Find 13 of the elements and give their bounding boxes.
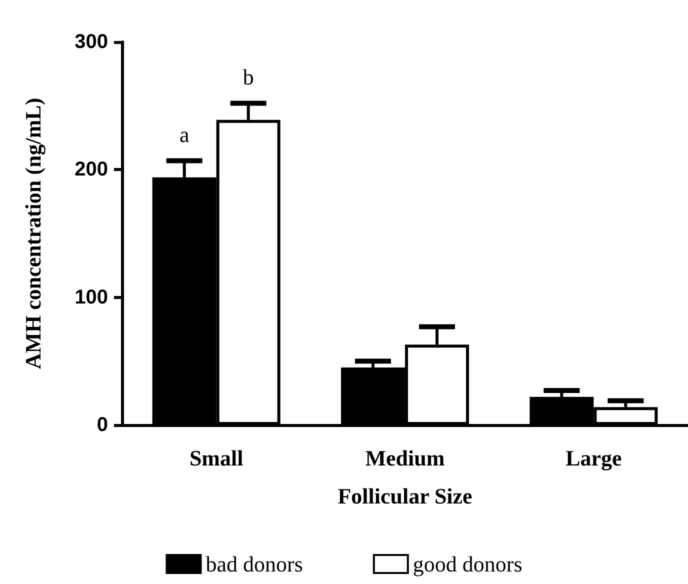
y-tick-label: 200 bbox=[74, 158, 108, 181]
x-tick-label: Small bbox=[189, 446, 244, 470]
annotation: a bbox=[179, 122, 190, 147]
y-tick-label: 300 bbox=[74, 31, 108, 53]
legend-label: bad donors bbox=[206, 552, 303, 576]
x-tick-label: Large bbox=[566, 446, 622, 470]
y-axis-title: AMH concentration (ng/mL) bbox=[20, 98, 46, 370]
x-axis-title: Follicular Size bbox=[338, 484, 473, 508]
legend-label: good donors bbox=[412, 552, 522, 576]
x-tick-label: Medium bbox=[365, 446, 445, 470]
y-tick-label: 100 bbox=[74, 286, 108, 308]
y-tick-label: 0 bbox=[96, 414, 108, 436]
annotation: b bbox=[242, 64, 254, 90]
